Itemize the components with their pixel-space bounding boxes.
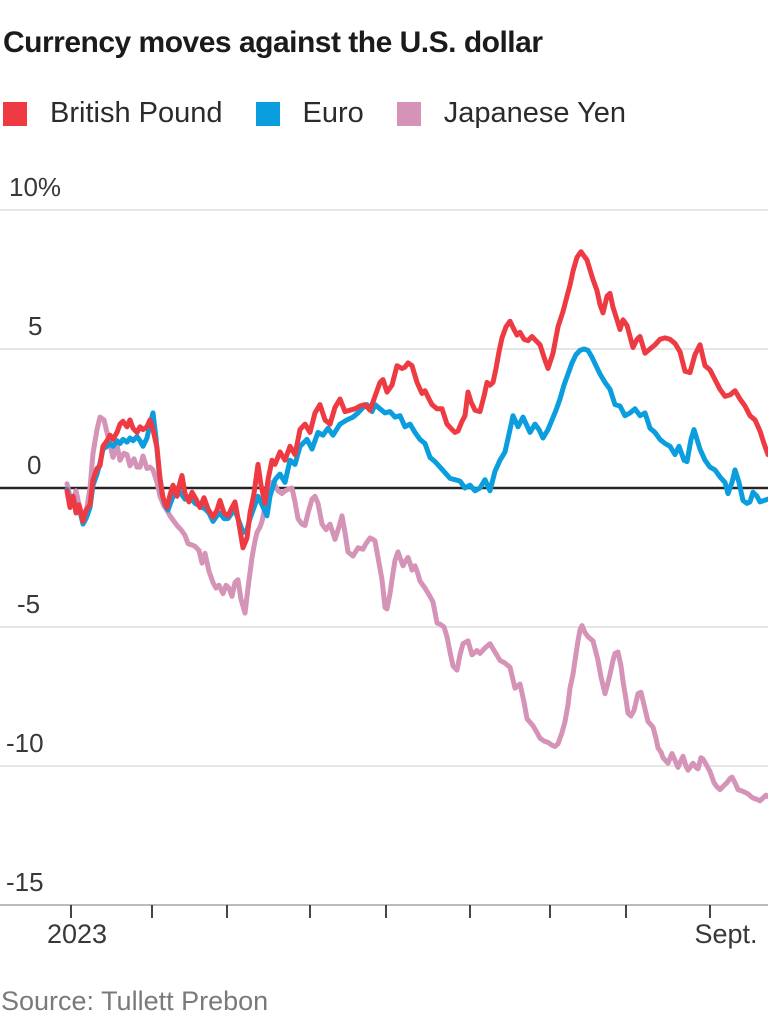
legend-item-japanese-yen: Japanese Yen	[396, 97, 627, 130]
series-line-british-pound	[64, 249, 768, 551]
chart-title: Currency moves against the U.S. dollar	[3, 26, 543, 60]
legend-item-euro: Euro	[255, 97, 364, 130]
y-axis-label-neg5: -5	[17, 589, 41, 619]
y-axis-label-neg10: -10	[6, 728, 44, 758]
y-axis-label-5: 5	[28, 311, 43, 341]
y-axis-label-10: 10%	[9, 172, 62, 202]
legend-item-british-pound: British Pound	[3, 97, 223, 130]
series-line-japanese-yen	[64, 414, 768, 804]
british-pound-swatch-icon	[3, 101, 27, 126]
y-axis-label-neg15: -15	[6, 867, 44, 897]
x-axis-label-start: 2023	[46, 919, 108, 949]
legend-label: Euro	[302, 97, 364, 129]
x-axis-label-end: Sept.	[694, 919, 758, 949]
source-note: Source: Tullett Prebon	[1, 986, 269, 1016]
legend: British Pound Euro Japanese Yen	[3, 97, 626, 130]
legend-label: Japanese Yen	[443, 97, 627, 129]
y-axis-label-0: 0	[27, 450, 42, 480]
euro-swatch-icon	[255, 101, 280, 126]
japanese-yen-swatch-icon	[396, 101, 421, 126]
legend-label: British Pound	[50, 97, 223, 129]
